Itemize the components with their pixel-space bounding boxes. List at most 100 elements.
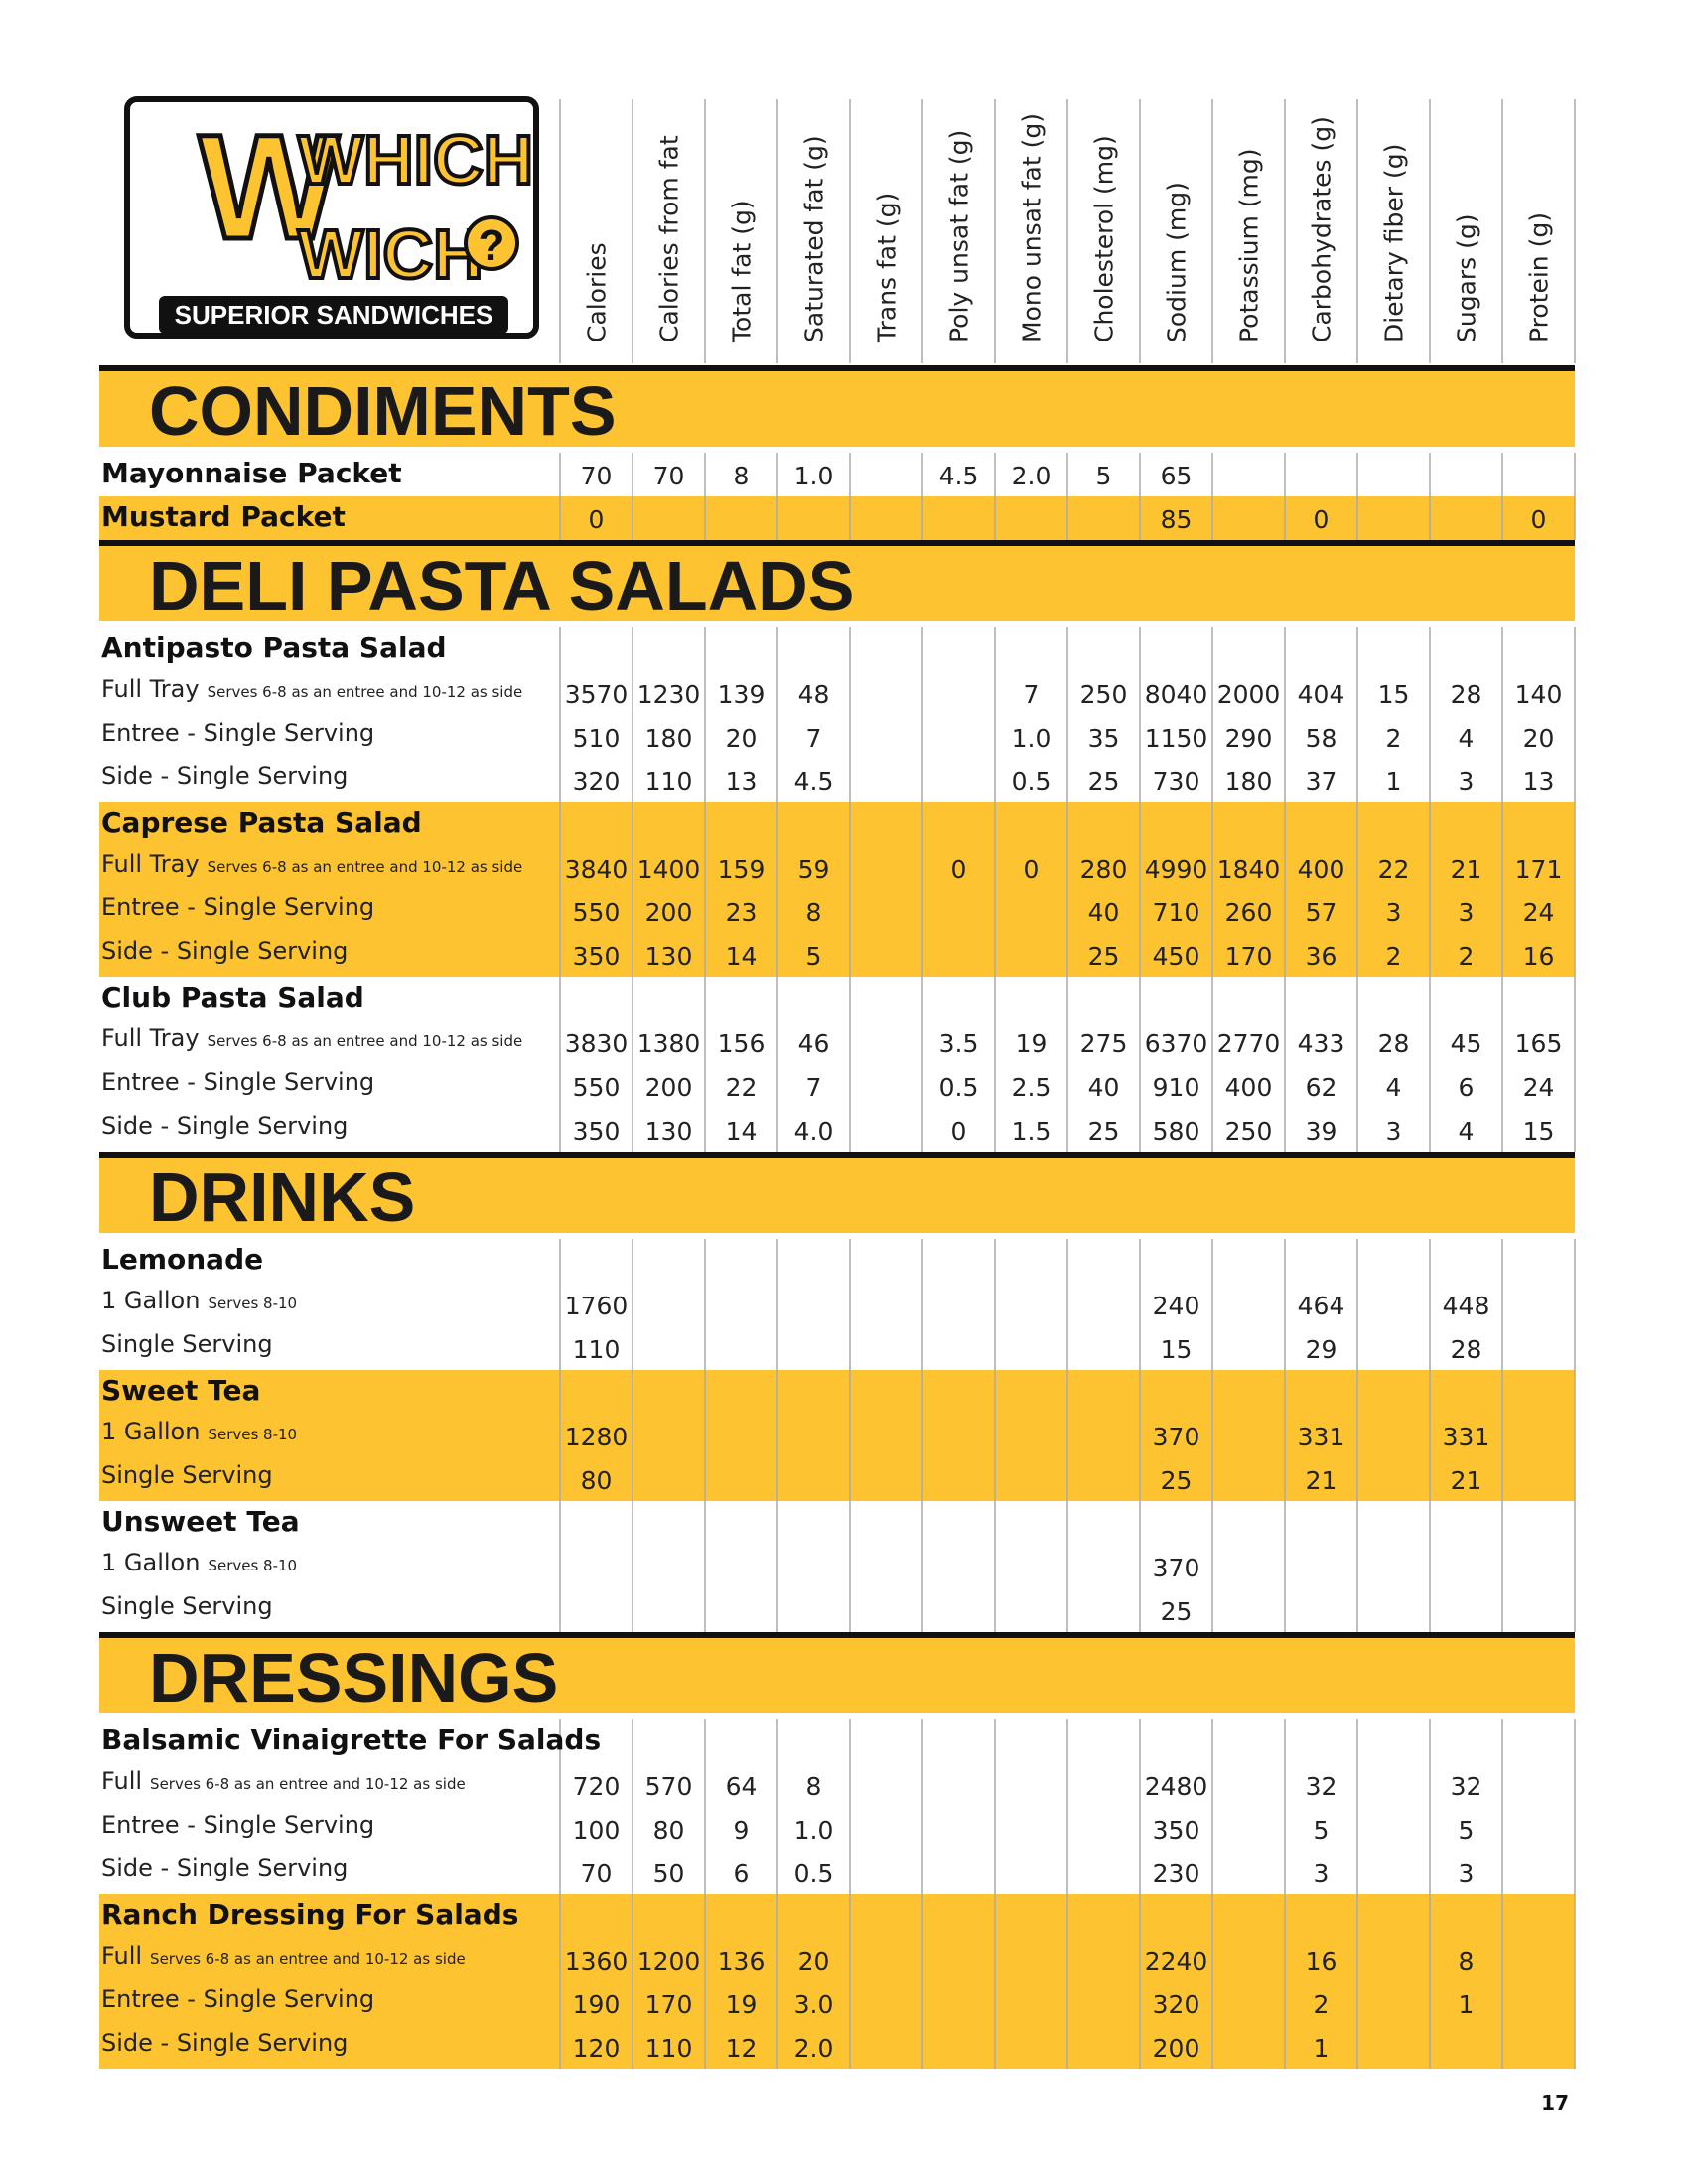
cell-value: 1.0 xyxy=(794,1816,834,1844)
column-header: Poly unsat fat (g) xyxy=(945,130,974,342)
cell-value: 1360 xyxy=(565,1947,629,1976)
cell-value: 1200 xyxy=(637,1947,701,1976)
row-label: Full Tray Serves 6-8 as an entree and 10-… xyxy=(101,675,522,703)
cell-value: 59 xyxy=(798,855,830,884)
column-header: Protein (g) xyxy=(1525,212,1554,342)
cell-value: 570 xyxy=(645,1772,693,1801)
cell-value: 2000 xyxy=(1217,680,1281,709)
row-label: Entree - Single Serving xyxy=(101,893,374,921)
cell-value: 350 xyxy=(1153,1816,1200,1844)
cell-value: 139 xyxy=(718,680,766,709)
cell-value: 0 xyxy=(1024,855,1040,884)
cell-value: 25 xyxy=(1161,1466,1193,1495)
cell-value: 165 xyxy=(1515,1029,1563,1058)
row-note: Serves 8-10 xyxy=(208,1426,297,1443)
row-label-text: Full Tray xyxy=(101,675,200,703)
cell-value: 720 xyxy=(573,1772,621,1801)
cell-value: 28 xyxy=(1451,1335,1482,1364)
cell-value: 159 xyxy=(718,855,766,884)
cell-value: 22 xyxy=(1378,855,1410,884)
cell-value: 448 xyxy=(1443,1292,1490,1320)
column-header: Calories xyxy=(583,242,612,342)
cell-value: 110 xyxy=(645,767,693,796)
column-header: Calories from fat xyxy=(655,135,684,342)
row-note: Serves 6-8 as an entree and 10-12 as sid… xyxy=(150,1775,466,1793)
cell-value: 14 xyxy=(726,1117,758,1146)
row-label: Full Tray Serves 6-8 as an entree and 10-… xyxy=(101,1024,522,1052)
cell-value: 400 xyxy=(1225,1073,1273,1102)
cell-value: 57 xyxy=(1306,898,1337,927)
row-label: Side - Single Serving xyxy=(101,937,348,965)
cell-value: 1400 xyxy=(637,855,701,884)
cell-value: 171 xyxy=(1515,855,1563,884)
row-note: Serves 6-8 as an entree and 10-12 as sid… xyxy=(208,683,523,701)
cell-value: 260 xyxy=(1225,898,1273,927)
logo-w: W xyxy=(199,103,340,270)
group-name: Mustard Packet xyxy=(101,500,346,533)
cell-value: 32 xyxy=(1306,1772,1337,1801)
section-band xyxy=(99,1632,1575,1713)
cell-value: 5 xyxy=(1459,1816,1475,1844)
row-label-text: Side - Single Serving xyxy=(101,2029,348,2057)
group-name: Club Pasta Salad xyxy=(101,981,364,1014)
cell-value: 250 xyxy=(1225,1117,1273,1146)
row-label-text: Full xyxy=(101,1942,142,1970)
cell-value: 15 xyxy=(1523,1117,1555,1146)
group-name: Sweet Tea xyxy=(101,1374,260,1407)
cell-value: 12 xyxy=(726,2034,758,2063)
cell-value: 4 xyxy=(1386,1073,1402,1102)
row-note: Serves 6-8 as an entree and 10-12 as sid… xyxy=(208,858,523,876)
column-header: Sodium (mg) xyxy=(1163,182,1192,342)
cell-value: 450 xyxy=(1153,942,1200,971)
cell-value: 35 xyxy=(1088,724,1120,752)
cell-value: 20 xyxy=(798,1947,830,1976)
cell-value: 0 xyxy=(951,855,967,884)
cell-value: 3830 xyxy=(565,1029,629,1058)
cell-value: 1.5 xyxy=(1012,1117,1052,1146)
section-rule xyxy=(99,365,1575,371)
section-title: DRESSINGS xyxy=(149,1639,558,1716)
section-rule xyxy=(99,1632,1575,1638)
cell-value: 36 xyxy=(1306,942,1337,971)
cell-value: 190 xyxy=(573,1990,621,2019)
cell-value: 24 xyxy=(1523,1073,1555,1102)
group-name: Unsweet Tea xyxy=(101,1505,300,1538)
cell-value: 200 xyxy=(1153,2034,1200,2063)
logo: W WHICH WICH ? SUPERIOR SANDWICHES xyxy=(124,96,539,339)
cell-value: 19 xyxy=(726,1990,758,2019)
cell-value: 3.5 xyxy=(939,1029,979,1058)
row-label: Side - Single Serving xyxy=(101,1854,348,1882)
cell-value: 21 xyxy=(1306,1466,1337,1495)
cell-value: 23 xyxy=(726,898,758,927)
row-label: Side - Single Serving xyxy=(101,1112,348,1140)
cell-value: 6 xyxy=(1459,1073,1475,1102)
cell-value: 8040 xyxy=(1145,680,1208,709)
cell-value: 0.5 xyxy=(1012,767,1052,796)
cell-value: 46 xyxy=(798,1029,830,1058)
row-label-text: 1 Gallon xyxy=(101,1418,200,1445)
cell-value: 7 xyxy=(1024,680,1040,709)
cell-value: 2770 xyxy=(1217,1029,1281,1058)
cell-value: 28 xyxy=(1451,680,1482,709)
row-note: Serves 6-8 as an entree and 10-12 as sid… xyxy=(208,1032,523,1050)
group-highlight xyxy=(99,1370,1575,1501)
cell-value: 0 xyxy=(589,505,605,534)
logo-tagline: SUPERIOR SANDWICHES xyxy=(175,300,493,330)
cell-value: 22 xyxy=(726,1073,758,1102)
cell-value: 1 xyxy=(1386,767,1402,796)
cell-value: 280 xyxy=(1080,855,1128,884)
cell-value: 136 xyxy=(718,1947,766,1976)
page-number: 17 xyxy=(1541,2091,1569,2115)
row-label-text: Side - Single Serving xyxy=(101,937,348,965)
cell-value: 3 xyxy=(1386,1117,1402,1146)
cell-value: 25 xyxy=(1088,942,1120,971)
cell-value: 13 xyxy=(1523,767,1555,796)
cell-value: 320 xyxy=(1153,1990,1200,2019)
cell-value: 70 xyxy=(581,1859,613,1888)
section-band xyxy=(99,1152,1575,1233)
cell-value: 0 xyxy=(951,1117,967,1146)
cell-value: 1 xyxy=(1459,1990,1475,2019)
row-label: Full Serves 6-8 as an entree and 10-12 as… xyxy=(101,1942,466,1970)
cell-value: 350 xyxy=(573,942,621,971)
section-title: DRINKS xyxy=(149,1159,415,1236)
